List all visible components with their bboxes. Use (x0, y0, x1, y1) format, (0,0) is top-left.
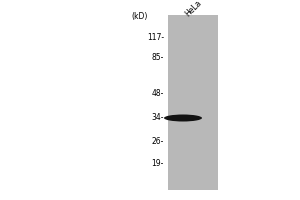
Text: 117-: 117- (147, 33, 164, 43)
Bar (168, 15, 218, 190)
Text: 19-: 19- (152, 158, 164, 168)
Text: 85-: 85- (152, 52, 164, 62)
Text: HeLa: HeLa (183, 0, 203, 18)
Text: (kD): (kD) (132, 12, 148, 21)
Ellipse shape (164, 114, 202, 121)
Text: 26-: 26- (152, 138, 164, 146)
Text: 48-: 48- (152, 88, 164, 98)
Text: 34-: 34- (152, 112, 164, 121)
